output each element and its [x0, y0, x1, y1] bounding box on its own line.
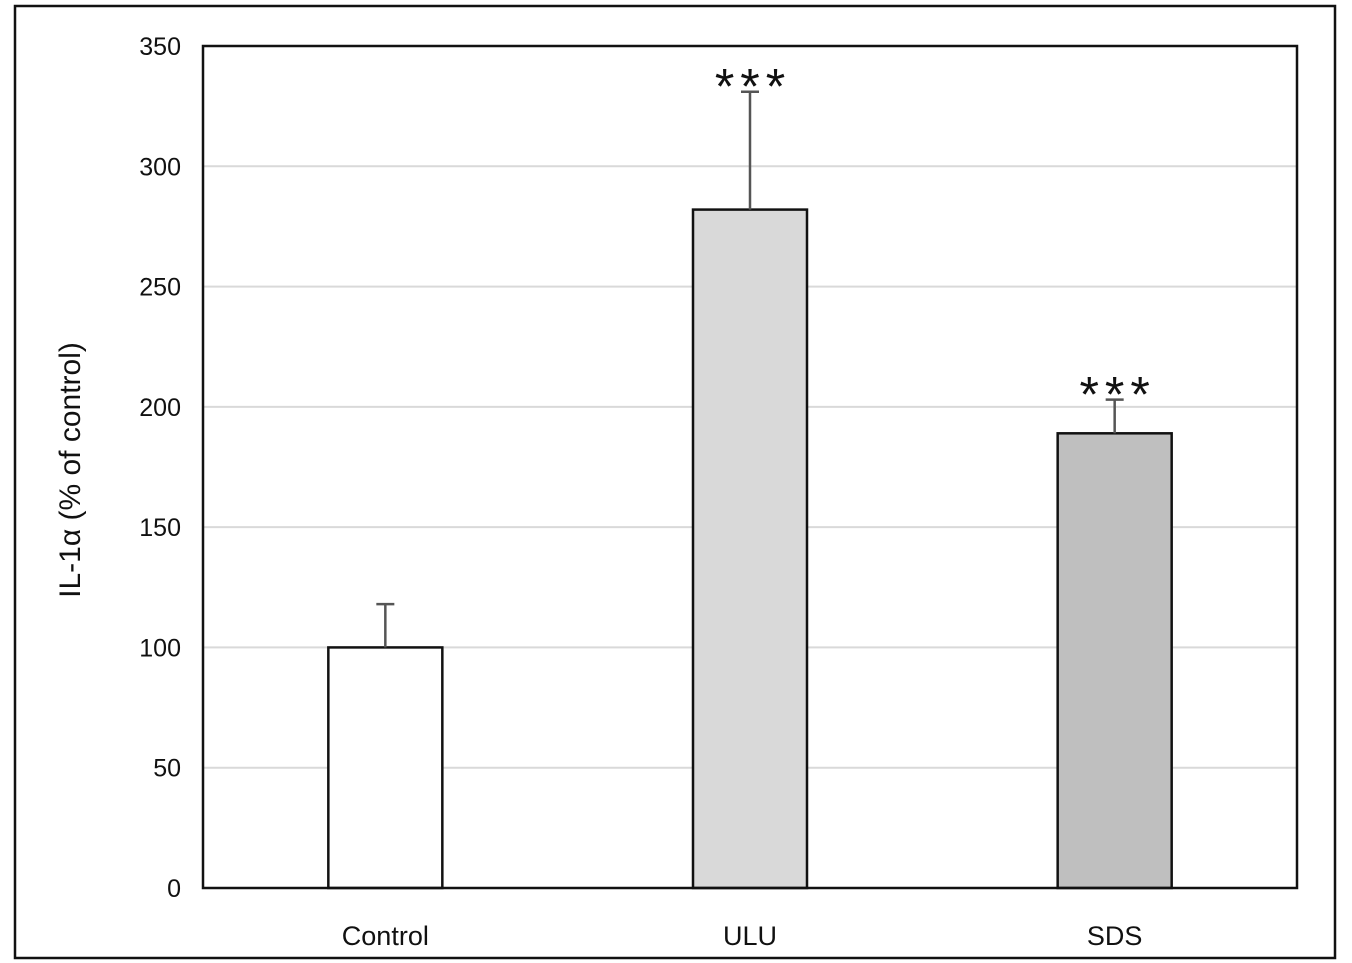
significance-label-ulu: ***: [715, 59, 791, 115]
y-tick-label: 0: [167, 875, 181, 903]
bar-control: [327, 646, 444, 890]
significance-label-sds: ***: [1079, 367, 1155, 423]
y-tick-label: 350: [139, 33, 181, 61]
y-tick-label: 200: [139, 394, 181, 422]
x-axis-category-labels: Control ULU SDS: [342, 921, 1143, 951]
x-category-label: Control: [342, 921, 429, 951]
error-bars: [376, 90, 1124, 648]
y-tick-label: 300: [139, 153, 181, 181]
bar-ulu: [691, 208, 809, 890]
y-axis-tick-labels: 0 50 100 150 200 250 300 350: [139, 33, 181, 903]
x-category-label: ULU: [723, 921, 777, 951]
y-tick-label: 150: [139, 514, 181, 542]
plot-area-border: [201, 44, 1299, 890]
y-tick-label: 50: [153, 755, 181, 783]
y-tick-label: 250: [139, 274, 181, 302]
significance-labels: *** ***: [715, 59, 1155, 423]
x-category-label: SDS: [1087, 921, 1143, 951]
y-axis-title: IL-1α (% of control): [54, 342, 87, 598]
y-tick-label: 100: [139, 634, 181, 662]
bar-sds: [1056, 432, 1173, 890]
